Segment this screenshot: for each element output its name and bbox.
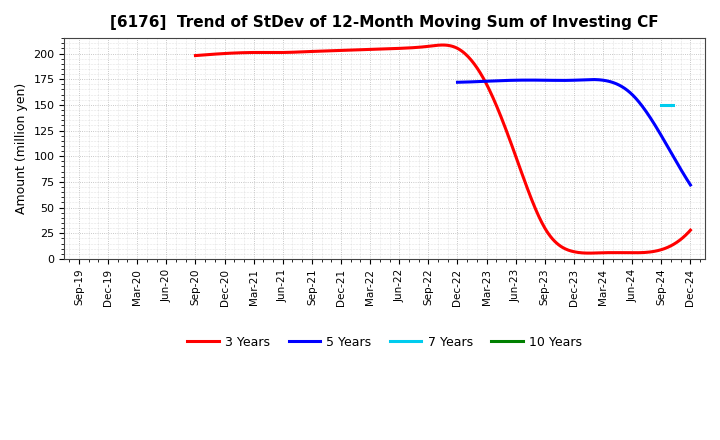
Title: [6176]  Trend of StDev of 12-Month Moving Sum of Investing CF: [6176] Trend of StDev of 12-Month Moving…	[110, 15, 659, 30]
Y-axis label: Amount (million yen): Amount (million yen)	[15, 83, 28, 214]
7 Years	[657, 102, 666, 107]
5 Years	[686, 182, 695, 187]
5 Years	[579, 77, 588, 82]
Line: 3 Years: 3 Years	[195, 45, 690, 253]
5 Years	[564, 78, 572, 83]
3 Years	[686, 227, 695, 233]
5 Years	[593, 77, 601, 82]
5 Years	[588, 77, 596, 82]
3 Years	[191, 53, 199, 58]
5 Years	[681, 174, 690, 180]
3 Years	[426, 44, 435, 49]
5 Years	[644, 113, 653, 118]
3 Years	[438, 42, 447, 48]
3 Years	[599, 250, 608, 255]
5 Years	[565, 78, 574, 83]
3 Years	[676, 237, 685, 242]
3 Years	[585, 250, 593, 256]
3 Years	[429, 43, 438, 48]
Legend: 3 Years, 5 Years, 7 Years, 10 Years: 3 Years, 5 Years, 7 Years, 10 Years	[182, 331, 587, 354]
Line: 5 Years: 5 Years	[457, 80, 690, 185]
3 Years	[460, 51, 469, 56]
7 Years	[669, 102, 678, 107]
5 Years	[453, 80, 462, 85]
3 Years	[487, 91, 495, 96]
